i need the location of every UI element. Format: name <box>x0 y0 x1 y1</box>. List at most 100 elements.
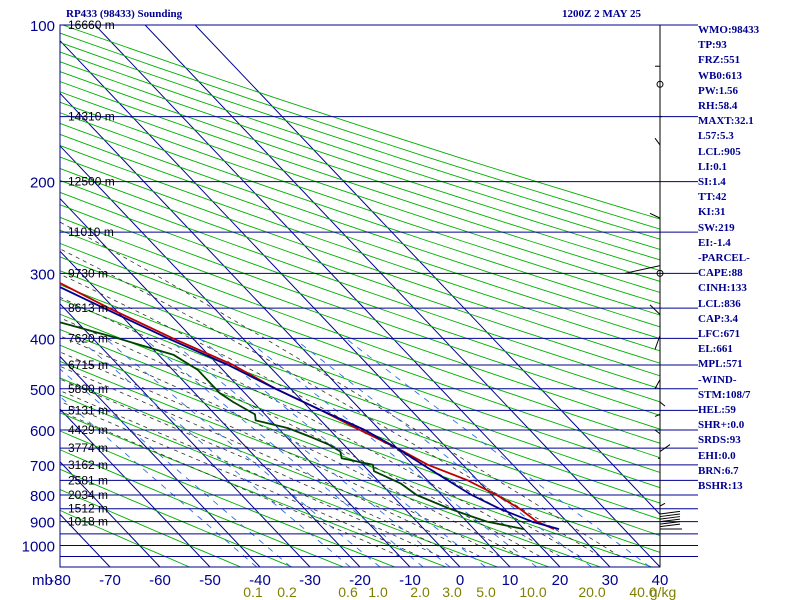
dry-adiabat-line <box>60 204 660 416</box>
index-value: EI:-1.4 <box>698 236 731 249</box>
isotherm-line <box>60 145 461 567</box>
temperature-tick-label: -30 <box>299 572 321 589</box>
mixing-ratio-label: 10.0 <box>519 584 546 600</box>
dry-adiabat-line <box>60 145 660 352</box>
height-label: 6715 m <box>68 358 108 372</box>
wind-barb <box>654 413 661 417</box>
index-value: EL:661 <box>698 343 733 356</box>
index-value: -PARCEL- <box>698 252 750 265</box>
mixing-ratio-label: 0.1 <box>243 584 263 600</box>
chart-title: RP433 (98433) Sounding <box>66 8 183 20</box>
mixing-ratio-label: 0.2 <box>277 584 297 600</box>
index-value: FRZ:551 <box>698 54 741 67</box>
index-value: TP:93 <box>698 39 727 52</box>
wind-barb <box>659 513 681 518</box>
dry-adiabat-line <box>60 229 660 444</box>
moist-adiabat-line <box>60 248 601 557</box>
pressure-tick-label: 500 <box>30 382 55 399</box>
mixing-ratio-label: 3.0 <box>442 584 462 600</box>
moist-adiabat-line <box>60 296 561 557</box>
dry-adiabat-line <box>60 449 344 567</box>
pressure-tick-label: 200 <box>30 175 55 192</box>
dry-adiabat-line <box>60 91 660 293</box>
index-value: RH:58.4 <box>698 100 738 113</box>
mixing-ratio-label: 1.0 <box>368 584 388 600</box>
dry-adiabat-line <box>60 122 660 328</box>
dry-adiabat-line <box>60 51 660 250</box>
height-label: 9730 m <box>68 266 108 280</box>
isotherm-line <box>60 461 161 567</box>
mixing-ratio-line <box>199 337 486 567</box>
index-value: LCL:836 <box>698 297 741 310</box>
wind-barb <box>654 429 661 435</box>
index-value: MPL:571 <box>698 358 743 371</box>
mixing-ratio-line <box>143 337 424 567</box>
isotherm-line <box>60 355 261 567</box>
wind-barb <box>649 304 661 315</box>
wind-barb <box>659 444 671 452</box>
index-value: BSHR:13 <box>698 480 743 493</box>
dry-adiabat-line <box>60 133 660 340</box>
indices-panel: WMO:98433 TP:93 FRZ:551 WB0:613 PW:1.56 RH:58… <box>698 23 800 494</box>
pressure-tick-label: 800 <box>30 488 55 505</box>
index-value: SW:219 <box>698 221 735 234</box>
height-label: 2581 m <box>68 473 108 487</box>
index-value: MAXT:32.1 <box>698 115 754 128</box>
index-value: LFC:671 <box>698 328 741 341</box>
index-value: SI:1.4 <box>698 176 726 189</box>
dry-adiabat-line <box>60 256 660 473</box>
wind-barb <box>654 379 661 390</box>
index-value: PW:1.56 <box>698 84 739 97</box>
isotherm-line <box>144 25 660 567</box>
wind-barb <box>659 521 681 525</box>
pressure-tick-label: 400 <box>30 331 55 348</box>
index-value: LI:0.1 <box>698 160 728 173</box>
isotherm-line <box>0 25 10 567</box>
height-label: 4429 m <box>68 423 108 437</box>
wind-barb <box>654 137 661 146</box>
mixing-ratio-label: 0.6 <box>338 584 358 600</box>
moist-adiabat-line <box>60 365 481 557</box>
dry-adiabat-line <box>60 101 660 305</box>
dry-adiabat-line <box>60 61 660 261</box>
mixing-ratio-line <box>167 337 451 567</box>
pressure-tick-label: 100 <box>30 18 55 35</box>
wind-barb <box>659 516 681 520</box>
height-label: 8613 m <box>68 301 108 315</box>
index-value: WB0:613 <box>698 69 742 82</box>
height-label: 11010 m <box>68 225 114 239</box>
mixing-ratio-label: 2.0 <box>410 584 430 600</box>
index-value: EHI:0.0 <box>698 449 736 462</box>
dry-adiabat-line <box>60 71 660 272</box>
plot-border <box>59 24 661 568</box>
height-label: 16660 m <box>68 18 115 32</box>
dry-adiabat-line <box>60 32 660 230</box>
isotherm-line <box>60 92 511 567</box>
mixing-ratio-label: g/kg <box>650 584 676 600</box>
pressure-tick-label: 900 <box>30 515 55 532</box>
dry-adiabat-line <box>60 179 660 390</box>
index-value: CAPE:88 <box>698 267 743 280</box>
isotherm-line <box>60 566 61 567</box>
dry-adiabat-line <box>60 468 293 567</box>
wind-barb <box>659 502 666 507</box>
moist-adiabat-line <box>60 410 401 557</box>
mixing-ratio-label: 40.0 <box>629 584 656 600</box>
dry-adiabat-line <box>60 242 660 459</box>
isotherm-line <box>60 303 311 567</box>
index-value: L57:5.3 <box>698 130 734 143</box>
dry-adiabat-line <box>60 430 396 567</box>
moist-adiabat-line <box>60 335 521 557</box>
index-value: LCL:905 <box>698 145 741 158</box>
index-value: TT:42 <box>698 191 727 204</box>
pressure-tick-label: 600 <box>30 423 55 440</box>
dry-adiabat-line <box>60 270 660 489</box>
dry-adiabat-line <box>60 191 660 403</box>
isotherm-line <box>94 25 611 567</box>
isotherm-line <box>60 250 361 567</box>
temperature-tick-label: -50 <box>199 572 221 589</box>
temperature-tick-label: 30 <box>602 572 619 589</box>
wind-barb <box>659 401 666 407</box>
index-value: CINH:133 <box>698 282 747 295</box>
